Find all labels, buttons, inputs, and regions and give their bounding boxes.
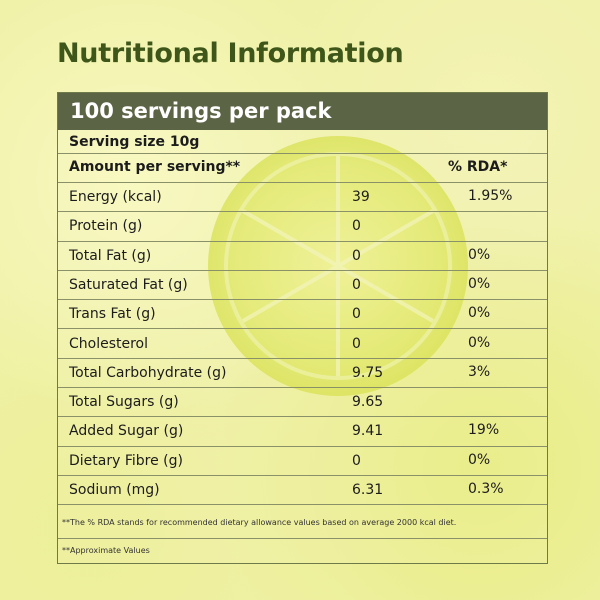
nutrient-name: Saturated Fat (g) (69, 276, 188, 293)
approximate-footnote: **Approximate Values (62, 546, 150, 555)
nutrition-table: 100 servings per pack Serving size 10g A… (57, 92, 548, 564)
nutrient-value: 0 (352, 276, 361, 293)
lemon-segments-decoration (224, 152, 452, 380)
nutrient-name: Protein (g) (69, 218, 143, 235)
nutrient-row: Cholesterol 0 0% (58, 330, 547, 359)
nutrient-row: Trans Fat (g) 0 0% (58, 300, 547, 330)
serving-size-label: Serving size 10g (69, 134, 200, 150)
nutrient-name: Added Sugar (g) (69, 423, 184, 440)
nutrient-name: Sodium (mg) (69, 482, 160, 498)
nutrient-rda: 0% (468, 275, 491, 292)
nutrient-row: Added Sugar (g) 9.41 19% (58, 417, 547, 447)
rda-footnote: **The % RDA stands for recommended dieta… (62, 518, 457, 527)
nutrient-value: 6.31 (352, 482, 384, 498)
nutrient-rda: 0% (468, 334, 491, 351)
nutrient-row: Total Carbohydrate (g) 9.75 3% (58, 359, 547, 389)
nutrient-row: Total Fat (g) 0 0% (58, 242, 547, 271)
nutrient-name: Total Carbohydrate (g) (69, 364, 227, 381)
nutrient-value: 0 (352, 218, 361, 235)
nutrient-rda: 0% (468, 246, 491, 263)
nutrient-name: Trans Fat (g) (69, 306, 156, 323)
serving-size-row: Serving size 10g (58, 130, 547, 154)
nutrient-value: 0 (352, 247, 361, 264)
nutrient-row: Saturated Fat (g) 0 0% (58, 271, 547, 301)
nutrient-name: Energy (kcal) (69, 189, 162, 205)
nutrient-rda: 0.3% (468, 481, 504, 497)
rda-footnote-row: **The % RDA stands for recommended dieta… (58, 505, 547, 539)
nutrient-name: Total Sugars (g) (69, 394, 179, 411)
nutrient-row: Protein (g) 0 (58, 212, 547, 242)
amount-per-serving-label: Amount per serving** (69, 159, 241, 175)
nutrient-value: 0 (352, 306, 361, 323)
nutrient-rda: 3% (468, 363, 491, 380)
nutrient-row: Total Sugars (g) 9.65 (58, 388, 547, 418)
nutrient-rda: 0% (468, 451, 491, 468)
approximate-footnote-row: **Approximate Values (58, 539, 547, 563)
nutrient-rda: 0% (468, 305, 491, 322)
rda-column-heading: % RDA* (448, 159, 508, 175)
nutrient-row: Sodium (mg) 6.31 0.3% (58, 476, 547, 506)
nutrient-row: Energy (kcal) 39 1.95% (58, 183, 547, 213)
nutrient-row: Dietary Fibre (g) 0 0% (58, 447, 547, 476)
page-title: Nutritional Information (57, 38, 404, 69)
nutrient-value: 39 (352, 189, 370, 205)
servings-per-pack: 100 servings per pack (70, 99, 332, 123)
nutrient-name: Dietary Fibre (g) (69, 452, 183, 469)
nutrient-name: Cholesterol (69, 335, 149, 352)
amount-per-serving-row: Amount per serving** % RDA* (58, 154, 547, 183)
nutrient-rda: 1.95% (468, 188, 513, 204)
nutrient-value: 9.41 (352, 423, 384, 440)
nutrient-value: 0 (352, 452, 361, 469)
nutrient-rda: 19% (468, 422, 500, 439)
nutrient-value: 9.65 (352, 394, 384, 411)
servings-header-bar: 100 servings per pack (58, 93, 547, 130)
nutrient-value: 0 (352, 335, 361, 352)
nutrient-value: 9.75 (352, 364, 384, 381)
nutrient-name: Total Fat (g) (69, 247, 152, 264)
